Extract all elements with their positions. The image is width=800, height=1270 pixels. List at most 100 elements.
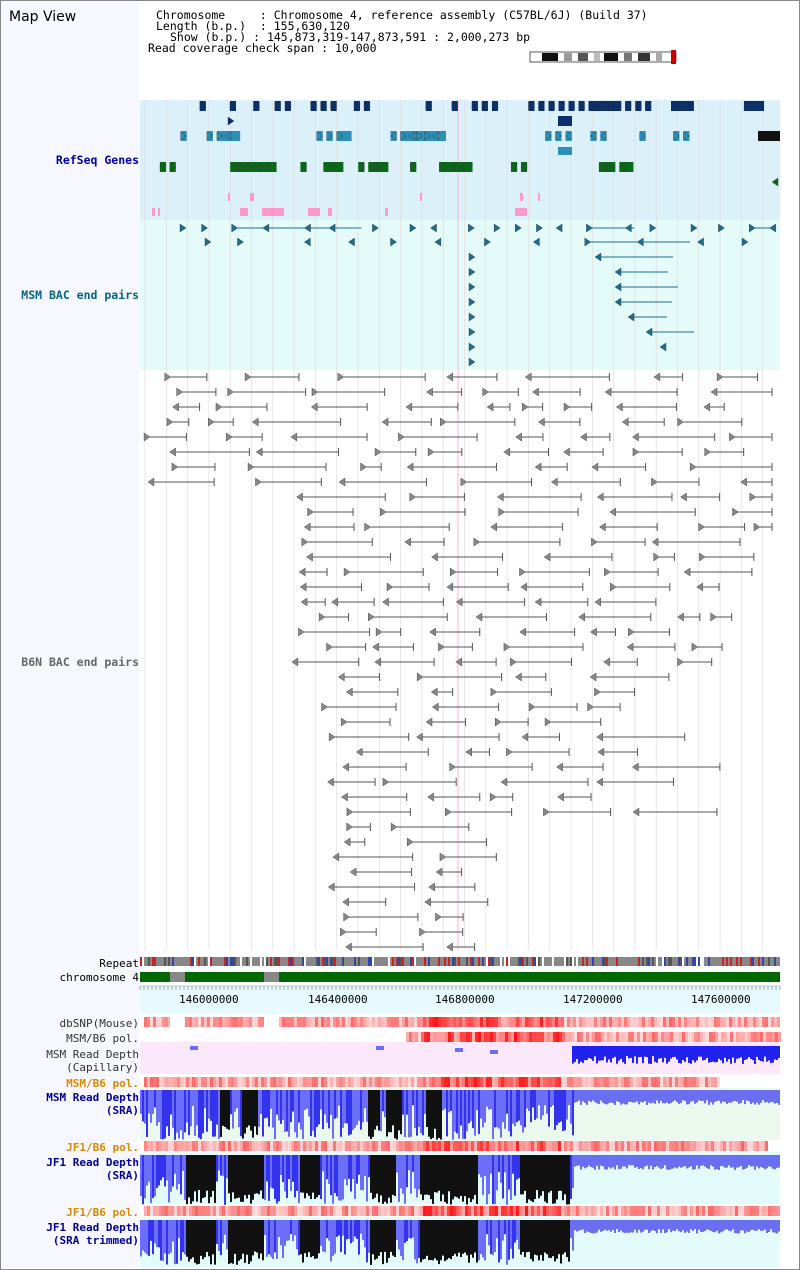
jf1-b6-pol-trim-mark bbox=[504, 1206, 507, 1216]
jf1-trim-depth-bar bbox=[544, 1220, 546, 1253]
msm-bac-end-pairs-label[interactable]: MSM BAC end pairs bbox=[21, 288, 139, 302]
dbsnp-mark bbox=[672, 1017, 675, 1027]
repeat-mark bbox=[408, 957, 410, 966]
msm-sra-depth-bar bbox=[416, 1090, 418, 1136]
msm-sra-depth-bar bbox=[696, 1090, 698, 1103]
msm-sra-depth-bar bbox=[430, 1090, 432, 1140]
msm-capillary-depth-bar bbox=[594, 1046, 596, 1057]
msm-b6-pol-sra-mark bbox=[396, 1077, 399, 1087]
msm-sra-depth-bar bbox=[274, 1090, 276, 1140]
repeat-mark bbox=[580, 957, 582, 966]
refseq-gene-arrow bbox=[253, 162, 261, 172]
jf1-trim-depth-bar bbox=[284, 1220, 286, 1246]
b6n-bac-end-pairs-label[interactable]: B6N BAC end pairs bbox=[21, 655, 139, 669]
jf1-sra-depth-bar bbox=[658, 1155, 660, 1168]
msm-b6-pol-mark bbox=[682, 1032, 685, 1042]
jf1-b6-pol-trim-mark bbox=[621, 1206, 624, 1216]
jf1-trim-depth-bar bbox=[648, 1220, 650, 1233]
msm-sra-depth-bar bbox=[528, 1090, 530, 1112]
jf1-sra-depth-bar bbox=[194, 1155, 196, 1192]
refseq-gene-arrow bbox=[238, 162, 245, 172]
jf1-trim-depth-bar bbox=[142, 1220, 144, 1251]
jf1-b6-pol-trim-mark bbox=[558, 1206, 561, 1216]
dbsnp-mark bbox=[315, 1017, 318, 1027]
jf1-b6-pol-mark bbox=[231, 1141, 234, 1151]
msm-capillary-depth-bar bbox=[455, 1048, 463, 1052]
msm-bac-end bbox=[348, 237, 355, 247]
repeat-mark bbox=[612, 957, 614, 966]
msm-sra-depth-bar bbox=[318, 1090, 320, 1125]
msm-sra-depth-bar bbox=[456, 1090, 458, 1134]
msm-b6-pol-sra-mark bbox=[297, 1077, 300, 1087]
msm-capillary-depth-bar bbox=[598, 1046, 600, 1061]
jf1-b6-pol-mark bbox=[666, 1141, 669, 1151]
jf1-sra-depth-bar bbox=[736, 1155, 738, 1168]
msm-b6-pol-sra-mark bbox=[255, 1077, 258, 1087]
jf1-sra-depth-bar bbox=[638, 1155, 640, 1169]
jf1-b6-pol-trim-mark bbox=[582, 1206, 585, 1216]
jf1-sra-depth-bar bbox=[168, 1155, 170, 1203]
dbsnp-mark bbox=[159, 1017, 162, 1027]
msm-sra-depth-bar bbox=[522, 1090, 524, 1133]
msm-capillary-depth-bar bbox=[600, 1046, 602, 1061]
msm-sra-depth-bar bbox=[582, 1090, 584, 1102]
msm-sra-depth-bar bbox=[194, 1090, 196, 1136]
repeat-mark bbox=[270, 957, 272, 966]
jf1-sra-depth-bar bbox=[266, 1155, 268, 1182]
jf1-b6-pol-trim-mark bbox=[390, 1206, 393, 1216]
repeat-mark bbox=[618, 957, 620, 966]
repeat-mark bbox=[328, 957, 330, 966]
msm-sra-depth-bar bbox=[746, 1090, 748, 1101]
jf1-b6-pol-trim-mark bbox=[432, 1206, 435, 1216]
repeat-mark bbox=[642, 957, 644, 966]
refseq-genes-label[interactable]: RefSeq Genes bbox=[55, 153, 139, 167]
jf1-trim-depth-bar bbox=[486, 1220, 488, 1235]
jf1-trim-depth-bar bbox=[772, 1220, 774, 1233]
b6n-bac-end bbox=[215, 402, 223, 412]
jf1-sra-depth-bar bbox=[480, 1155, 482, 1178]
position-axis: 146000000 146400000 146800000 147200000 … bbox=[179, 993, 751, 1006]
repeat-mark bbox=[700, 957, 702, 966]
jf1-b6-pol-mark bbox=[588, 1141, 591, 1151]
refseq-gene-arrow bbox=[432, 131, 439, 141]
msm-sra-depth-bar bbox=[172, 1090, 174, 1128]
jf1-trim-depth-bar bbox=[476, 1220, 478, 1263]
msm-sra-depth-bar bbox=[750, 1090, 752, 1104]
jf1-b6-pol-trim-mark bbox=[612, 1206, 615, 1216]
jf1-sra-depth-bar bbox=[180, 1155, 182, 1195]
msm-sra-depth-bar bbox=[374, 1090, 376, 1130]
jf1-b6-pol-mark bbox=[285, 1141, 288, 1151]
jf1-sra-depth-bar bbox=[610, 1155, 612, 1169]
msm-sra-depth-bar bbox=[772, 1090, 774, 1103]
repeat-mark bbox=[306, 957, 308, 966]
msm-b6-pol-mark bbox=[724, 1032, 727, 1042]
repeat-mark bbox=[622, 957, 624, 966]
repeat-mark bbox=[504, 957, 506, 966]
msm-b6-pol-mark bbox=[568, 1032, 571, 1042]
repeat-mark bbox=[310, 957, 312, 966]
jf1-trim-depth-bar bbox=[594, 1220, 596, 1234]
msm-sra-depth-bar bbox=[608, 1090, 610, 1104]
msm-sra-depth-bar bbox=[514, 1090, 516, 1127]
repeat-mark bbox=[188, 957, 190, 966]
jf1-b6-pol-mark bbox=[318, 1141, 321, 1151]
msm-b6-pol-sra-mark bbox=[291, 1077, 294, 1087]
chromosome-ideogram[interactable] bbox=[528, 50, 688, 64]
dbsnp-mark bbox=[771, 1017, 774, 1027]
repeat-mark bbox=[252, 957, 254, 966]
msm-sra-depth-bar bbox=[468, 1090, 470, 1124]
msm-sra-depth-bar bbox=[452, 1090, 454, 1140]
msm-b6-pol-sra-mark bbox=[711, 1077, 714, 1087]
jf1-sra-depth-bar bbox=[188, 1155, 190, 1198]
jf1-sra-depth-bar bbox=[186, 1155, 188, 1205]
jf1-trim-depth-bar bbox=[234, 1220, 236, 1254]
jf1-trim-depth-bar bbox=[768, 1220, 770, 1232]
jf1-b6-pol-mark bbox=[402, 1141, 405, 1151]
msm-b6-pol-mark bbox=[595, 1032, 598, 1042]
msm-capillary-depth-bar bbox=[698, 1046, 700, 1057]
repeat-mark bbox=[324, 957, 326, 966]
b6n-bac-end bbox=[698, 522, 705, 532]
repeat-mark bbox=[236, 957, 238, 966]
jf1-b6-pol-trim-mark bbox=[375, 1206, 378, 1216]
